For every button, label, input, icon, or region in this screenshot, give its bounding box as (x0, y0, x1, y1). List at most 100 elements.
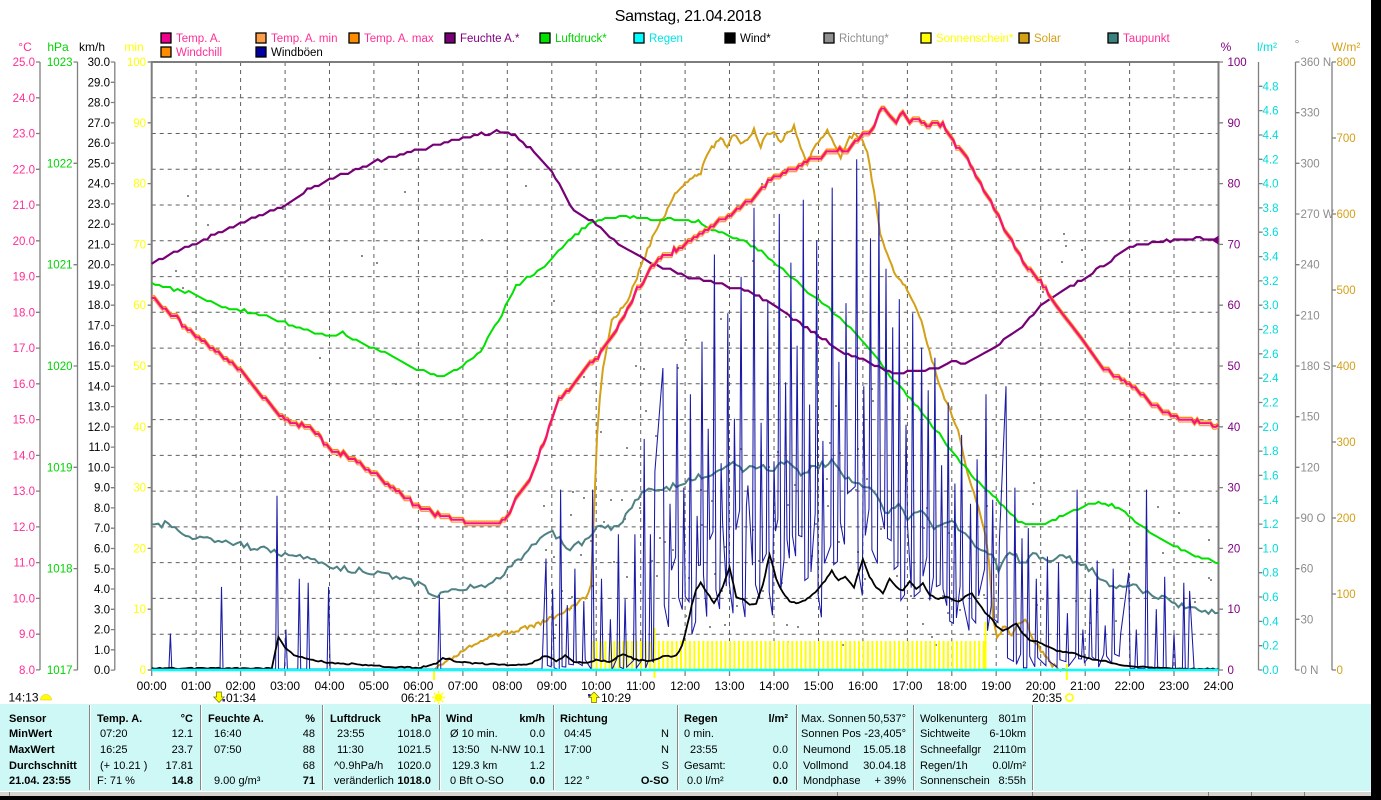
svg-text:90: 90 (133, 118, 146, 130)
svg-text:210: 210 (1301, 310, 1320, 322)
svg-text:15.0: 15.0 (88, 361, 110, 373)
svg-text:19:00: 19:00 (981, 679, 1011, 693)
svg-text:21.0: 21.0 (13, 200, 35, 212)
svg-text:22.0: 22.0 (13, 164, 35, 176)
svg-text:20: 20 (1228, 543, 1241, 555)
svg-text:15.0: 15.0 (13, 415, 35, 427)
svg-text:2.4: 2.4 (1263, 373, 1280, 385)
svg-text:12:00: 12:00 (670, 679, 700, 693)
svg-text:180 S: 180 S (1301, 361, 1331, 373)
svg-text:40: 40 (1228, 422, 1241, 434)
svg-text:0.0: 0.0 (1263, 665, 1279, 677)
svg-text:12.0: 12.0 (13, 522, 35, 534)
svg-text:%: % (1221, 40, 1232, 54)
svg-text:60: 60 (1228, 300, 1241, 312)
svg-text:300: 300 (1337, 437, 1356, 449)
svg-text:11:00: 11:00 (626, 679, 655, 693)
svg-text:1.0: 1.0 (94, 645, 110, 657)
svg-text:06:21: 06:21 (401, 691, 431, 705)
svg-text:Temp. A. min: Temp. A. min (271, 33, 337, 45)
svg-text:24.0: 24.0 (88, 179, 110, 191)
svg-text:13:00: 13:00 (714, 679, 744, 693)
svg-text:500: 500 (1337, 285, 1356, 297)
svg-text:10:29: 10:29 (601, 691, 631, 705)
svg-text:10:00: 10:00 (581, 679, 611, 693)
svg-text:4.0: 4.0 (1263, 179, 1279, 191)
svg-text:18:00: 18:00 (937, 679, 967, 693)
svg-text:120: 120 (1301, 462, 1320, 474)
svg-text:10: 10 (133, 604, 146, 616)
svg-text:8.0: 8.0 (19, 665, 35, 677)
svg-text:l/m²: l/m² (1257, 40, 1277, 54)
svg-text:2.6: 2.6 (1263, 349, 1279, 361)
svg-text:22:00: 22:00 (1115, 679, 1145, 693)
svg-text:11.0: 11.0 (13, 558, 35, 570)
svg-text:Solar: Solar (1034, 33, 1061, 45)
svg-text:09:00: 09:00 (537, 679, 567, 693)
svg-text:14.0: 14.0 (13, 450, 35, 462)
svg-text:10: 10 (1228, 604, 1241, 616)
svg-text:30.0: 30.0 (88, 57, 110, 69)
svg-text:Temp. A. max: Temp. A. max (364, 33, 434, 45)
svg-text:300: 300 (1301, 158, 1320, 170)
svg-text:3.6: 3.6 (1263, 227, 1279, 239)
svg-text:Temp. A.: Temp. A. (176, 33, 221, 45)
svg-text:9.0: 9.0 (94, 483, 110, 495)
svg-text:29.0: 29.0 (88, 77, 110, 89)
svg-text:km/h: km/h (79, 40, 105, 54)
svg-text:20: 20 (133, 543, 146, 555)
svg-text:0: 0 (140, 665, 146, 677)
svg-text:20.0: 20.0 (13, 236, 35, 248)
svg-text:1.6: 1.6 (1263, 470, 1279, 482)
svg-text:23.0: 23.0 (88, 199, 110, 211)
svg-text:3.8: 3.8 (1263, 203, 1279, 215)
svg-text:04:00: 04:00 (314, 679, 344, 693)
svg-text:17.0: 17.0 (88, 321, 110, 333)
svg-text:25.0: 25.0 (88, 158, 110, 170)
svg-text:2.0: 2.0 (94, 625, 110, 637)
svg-text:1.0: 1.0 (1263, 543, 1279, 555)
svg-text:150: 150 (1301, 412, 1320, 424)
svg-text:10.0: 10.0 (13, 593, 35, 605)
svg-text:25.0: 25.0 (13, 57, 35, 69)
svg-text:26.0: 26.0 (88, 138, 110, 150)
svg-text:13.0: 13.0 (88, 402, 110, 414)
svg-text:13.0: 13.0 (13, 486, 35, 498)
svg-text:100: 100 (127, 57, 146, 69)
svg-text:24:00: 24:00 (1203, 679, 1233, 693)
svg-text:3.0: 3.0 (94, 604, 110, 616)
svg-text:1.8: 1.8 (1263, 446, 1279, 458)
svg-text:1017: 1017 (47, 665, 73, 677)
svg-text:90: 90 (1228, 118, 1241, 130)
svg-text:0: 0 (1228, 665, 1234, 677)
svg-text:1018: 1018 (47, 564, 73, 576)
svg-text:23.0: 23.0 (13, 129, 35, 141)
svg-text:06:00: 06:00 (403, 679, 433, 693)
svg-text:20:00: 20:00 (1026, 679, 1056, 693)
svg-text:0.6: 0.6 (1263, 592, 1279, 604)
svg-text:20.0: 20.0 (88, 260, 110, 272)
svg-text:16.0: 16.0 (13, 379, 35, 391)
svg-text:23:00: 23:00 (1159, 679, 1189, 693)
svg-text:8.0: 8.0 (94, 503, 110, 515)
svg-text:4.6: 4.6 (1263, 106, 1279, 118)
svg-text:17:00: 17:00 (892, 679, 922, 693)
svg-text:00:00: 00:00 (137, 679, 167, 693)
svg-text:19.0: 19.0 (88, 280, 110, 292)
svg-text:18.0: 18.0 (88, 300, 110, 312)
svg-text:30: 30 (1228, 483, 1241, 495)
svg-text:1.2: 1.2 (1263, 519, 1279, 531)
svg-text:°: ° (1295, 37, 1300, 51)
svg-text:60: 60 (1301, 564, 1314, 576)
svg-text:28.0: 28.0 (88, 98, 110, 110)
svg-text:2.8: 2.8 (1263, 325, 1279, 337)
svg-text:270 W: 270 W (1301, 209, 1334, 221)
svg-text:Richtung*: Richtung* (839, 33, 889, 45)
svg-text:Windchill: Windchill (176, 47, 222, 59)
svg-text:22.0: 22.0 (88, 219, 110, 231)
svg-text:60: 60 (133, 300, 146, 312)
svg-text:50: 50 (1228, 361, 1241, 373)
svg-text:3.2: 3.2 (1263, 276, 1279, 288)
svg-text:30: 30 (1301, 614, 1314, 626)
svg-text:Taupunkt: Taupunkt (1123, 33, 1170, 45)
